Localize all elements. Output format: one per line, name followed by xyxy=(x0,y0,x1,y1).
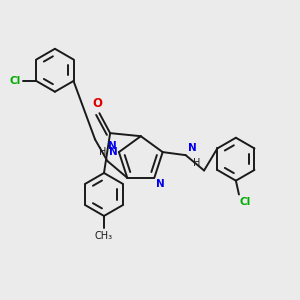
Text: N: N xyxy=(188,143,196,153)
Text: Cl: Cl xyxy=(10,76,21,86)
Text: N: N xyxy=(156,179,165,189)
Text: N: N xyxy=(108,141,116,151)
Text: H: H xyxy=(193,158,200,168)
Text: O: O xyxy=(93,97,103,110)
Text: CH₃: CH₃ xyxy=(95,231,113,241)
Text: N: N xyxy=(109,147,118,157)
Text: H: H xyxy=(99,147,106,157)
Text: Cl: Cl xyxy=(240,197,251,207)
